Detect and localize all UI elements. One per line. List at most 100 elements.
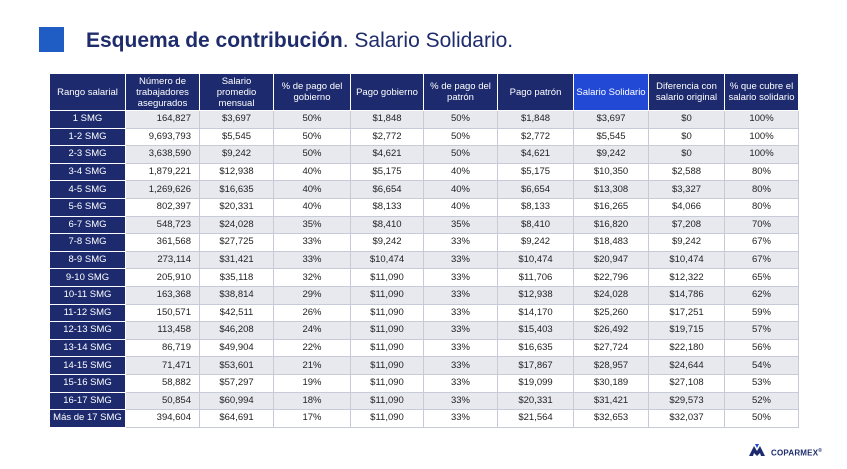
- table-cell: 394,604: [125, 409, 200, 428]
- table-cell: $20,947: [573, 250, 649, 270]
- table-cell: 40%: [273, 162, 351, 182]
- table-cell: 50%: [423, 145, 498, 164]
- table-cell: $12,938: [497, 285, 574, 305]
- column-header: % de pago del patrón: [423, 73, 498, 111]
- table-cell: 26%: [273, 303, 351, 323]
- table-cell: $5,175: [350, 162, 424, 182]
- table-cell: 50%: [724, 409, 799, 428]
- table-cell: $31,421: [199, 250, 274, 270]
- column-header: % que cubre el salario solidario: [724, 73, 799, 111]
- page-title-rest: . Salario Solidario.: [342, 29, 514, 52]
- table-cell: 35%: [423, 215, 498, 235]
- table-cell: $9,242: [573, 145, 649, 164]
- page-title-bold: Esquema de contribución: [86, 29, 343, 52]
- table-cell: $35,118: [199, 268, 274, 287]
- table-row: 15-16 SMG 58,882 $57,297 19% $11,090 33% $19,0…: [49, 373, 799, 393]
- table-cell: $15,403: [497, 321, 574, 340]
- row-label: 6-7 SMG: [49, 215, 126, 235]
- row-label: 9-10 SMG: [49, 268, 126, 287]
- table-cell: $13,308: [573, 180, 649, 199]
- table-cell: 17%: [273, 409, 351, 428]
- table-cell: $16,265: [573, 197, 649, 217]
- table-row: 6-7 SMG 548,723 $24,028 35% $8,410 35% $8,410 $…: [49, 215, 799, 235]
- table-cell: 50%: [423, 127, 498, 147]
- table-cell: $20,331: [497, 391, 574, 411]
- table-cell: $0: [648, 145, 725, 164]
- table-cell: $27,724: [573, 338, 649, 358]
- table-row: 4-5 SMG 1,269,626 $16,635 40% $6,654 40% $6,65…: [49, 180, 799, 199]
- table-cell: $2,588: [648, 162, 725, 182]
- table-cell: $10,474: [648, 250, 725, 270]
- column-header: Pago patrón: [497, 73, 574, 111]
- table-cell: $8,410: [350, 215, 424, 235]
- table-cell: 33%: [423, 285, 498, 305]
- table-cell: $7,208: [648, 215, 725, 235]
- table-cell: 80%: [724, 197, 799, 217]
- table-cell: 50%: [423, 110, 498, 129]
- table-cell: $9,242: [199, 145, 274, 164]
- table-cell: 100%: [724, 145, 799, 164]
- table-cell: $49,904: [199, 338, 274, 358]
- table-cell: 40%: [273, 197, 351, 217]
- table-cell: $4,621: [497, 145, 574, 164]
- table-cell: 33%: [423, 303, 498, 323]
- table-cell: 19%: [273, 373, 351, 393]
- table-cell: 100%: [724, 110, 799, 129]
- table-cell: 33%: [273, 233, 351, 252]
- table-cell: $26,492: [573, 321, 649, 340]
- table-cell: 56%: [724, 338, 799, 358]
- table-cell: 33%: [423, 321, 498, 340]
- table-cell: 33%: [423, 409, 498, 428]
- table-cell: $19,715: [648, 321, 725, 340]
- table-cell: $11,090: [350, 409, 424, 428]
- table-cell: 33%: [423, 233, 498, 252]
- table-cell: $10,350: [573, 162, 649, 182]
- table-cell: 21%: [273, 356, 351, 375]
- table-cell: $19,099: [497, 373, 574, 393]
- table-cell: $46,208: [199, 321, 274, 340]
- table-cell: $14,786: [648, 285, 725, 305]
- table-cell: $24,644: [648, 356, 725, 375]
- table-cell: $11,090: [350, 338, 424, 358]
- table-row: 3-4 SMG 1,879,221 $12,938 40% $5,175 40% $5,17…: [49, 162, 799, 182]
- table-cell: $9,242: [497, 233, 574, 252]
- table-cell: 80%: [724, 180, 799, 199]
- table-cell: $16,635: [497, 338, 574, 358]
- table-cell: 361,568: [125, 233, 200, 252]
- row-label: 1-2 SMG: [49, 127, 126, 147]
- table-cell: $11,090: [350, 356, 424, 375]
- table-body: 1 SMG 164,827 $3,697 50% $1,848 50% $1,848 $3,6…: [49, 110, 799, 428]
- table-row: 12-13 SMG 113,458 $46,208 24% $11,090 33% $15,…: [49, 321, 799, 340]
- table-cell: $11,090: [350, 373, 424, 393]
- table-cell: $11,090: [350, 285, 424, 305]
- table-cell: $28,957: [573, 356, 649, 375]
- table-cell: $9,242: [648, 233, 725, 252]
- table-cell: 3,638,590: [125, 145, 200, 164]
- table-cell: $3,697: [573, 110, 649, 129]
- row-label: 4-5 SMG: [49, 180, 126, 199]
- row-label: 5-6 SMG: [49, 197, 126, 217]
- table-row: 1-2 SMG 9,693,793 $5,545 50% $2,772 50% $2,772…: [49, 127, 799, 147]
- table-cell: 40%: [273, 180, 351, 199]
- table-cell: 113,458: [125, 321, 200, 340]
- table-row: 2-3 SMG 3,638,590 $9,242 50% $4,621 50% $4,621…: [49, 145, 799, 164]
- contribution-table: Rango salarial Número de trabajadores as…: [49, 73, 799, 428]
- column-header: Salario promedio mensual: [199, 73, 274, 111]
- table-cell: $18,483: [573, 233, 649, 252]
- row-label: 14-15 SMG: [49, 356, 126, 375]
- column-header: Pago gobierno: [350, 73, 424, 111]
- table-cell: $38,814: [199, 285, 274, 305]
- table-cell: $60,994: [199, 391, 274, 411]
- table-cell: 50%: [273, 145, 351, 164]
- table-cell: 57%: [724, 321, 799, 340]
- table-cell: $0: [648, 110, 725, 129]
- table-row: 10-11 SMG 163,368 $38,814 29% $11,090 33% $12,…: [49, 285, 799, 305]
- row-label: Más de 17 SMG: [49, 409, 126, 428]
- table-cell: 80%: [724, 162, 799, 182]
- coparmex-logo: COPARMEX®: [748, 443, 822, 462]
- table-cell: $10,474: [350, 250, 424, 270]
- table-cell: $12,938: [199, 162, 274, 182]
- table-cell: $8,133: [497, 197, 574, 217]
- row-label: 10-11 SMG: [49, 285, 126, 305]
- table-cell: $9,242: [350, 233, 424, 252]
